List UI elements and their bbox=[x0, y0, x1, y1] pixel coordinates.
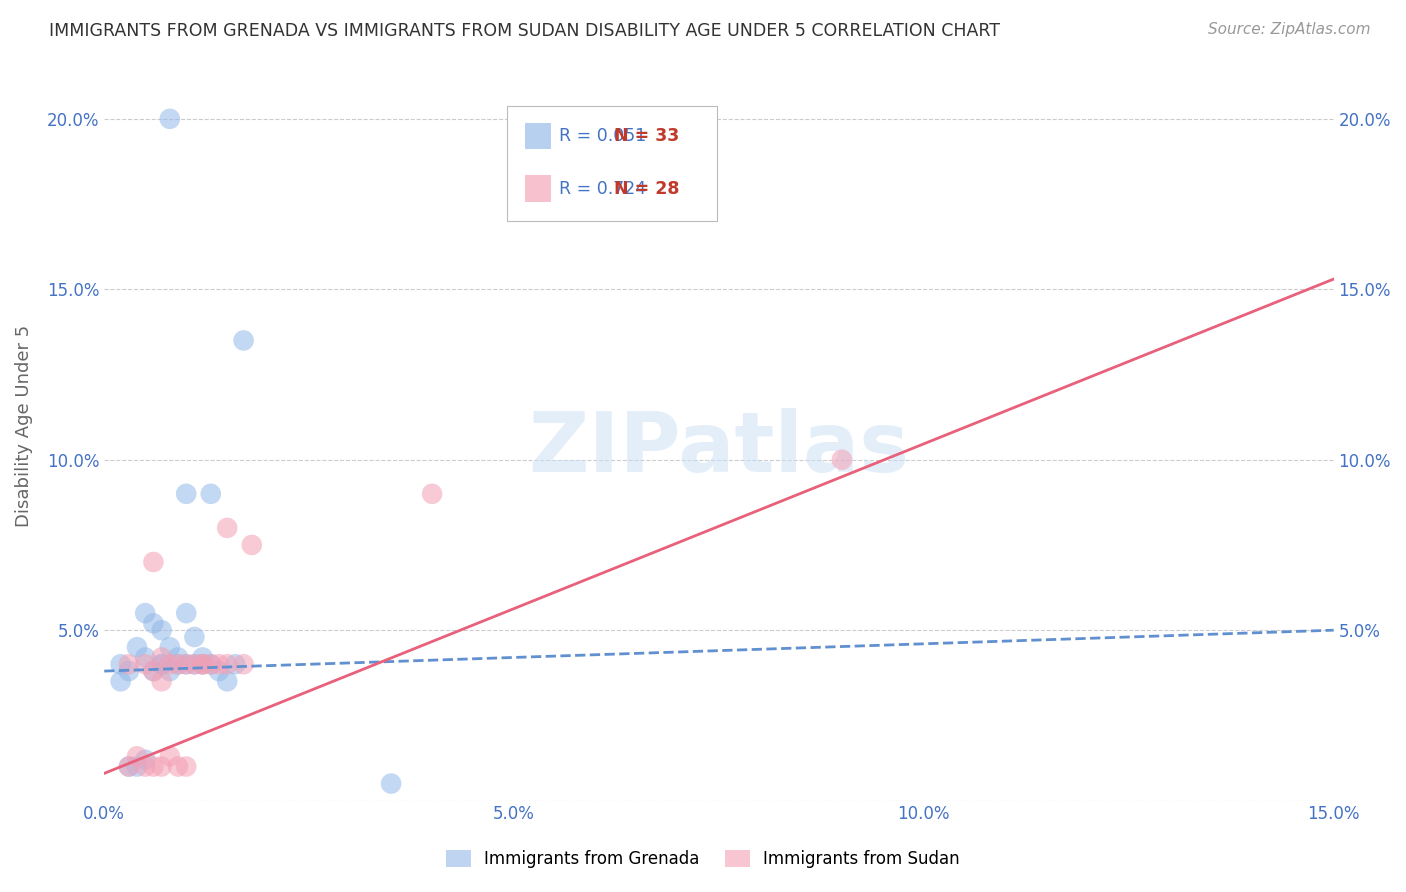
Point bbox=[183, 657, 205, 672]
Point bbox=[134, 753, 156, 767]
Point bbox=[167, 650, 190, 665]
Point bbox=[118, 664, 141, 678]
Point bbox=[159, 657, 181, 672]
Point bbox=[150, 650, 173, 665]
Text: R = 0.051: R = 0.051 bbox=[558, 128, 645, 145]
Point bbox=[208, 657, 231, 672]
Point bbox=[118, 759, 141, 773]
Point bbox=[191, 657, 214, 672]
Point bbox=[232, 657, 254, 672]
Point bbox=[134, 650, 156, 665]
Point bbox=[217, 521, 239, 535]
Point bbox=[142, 759, 165, 773]
Point bbox=[150, 657, 173, 672]
Point bbox=[142, 555, 165, 569]
Point bbox=[217, 674, 239, 689]
Point bbox=[159, 664, 181, 678]
Point bbox=[134, 657, 156, 672]
Point bbox=[240, 538, 263, 552]
Point bbox=[125, 749, 148, 764]
Point bbox=[142, 616, 165, 631]
Point bbox=[191, 650, 214, 665]
Point bbox=[200, 657, 222, 672]
Point bbox=[174, 657, 197, 672]
Point bbox=[134, 759, 156, 773]
Text: R = 0.724: R = 0.724 bbox=[558, 180, 645, 198]
Point bbox=[142, 664, 165, 678]
Text: Source: ZipAtlas.com: Source: ZipAtlas.com bbox=[1208, 22, 1371, 37]
Point bbox=[380, 776, 402, 790]
Point bbox=[420, 487, 443, 501]
Point bbox=[208, 664, 231, 678]
Point bbox=[183, 630, 205, 644]
Point bbox=[831, 452, 853, 467]
Point bbox=[174, 487, 197, 501]
Point bbox=[183, 657, 205, 672]
Point bbox=[224, 657, 246, 672]
Point bbox=[142, 664, 165, 678]
Point bbox=[191, 657, 214, 672]
Point bbox=[174, 657, 197, 672]
Point bbox=[167, 657, 190, 672]
Point bbox=[125, 640, 148, 655]
Text: ZIPatlas: ZIPatlas bbox=[529, 408, 910, 489]
Point bbox=[174, 606, 197, 620]
Point bbox=[110, 674, 132, 689]
Point bbox=[191, 657, 214, 672]
Point bbox=[200, 487, 222, 501]
Legend: Immigrants from Grenada, Immigrants from Sudan: Immigrants from Grenada, Immigrants from… bbox=[440, 843, 966, 875]
Point bbox=[167, 759, 190, 773]
Point bbox=[159, 112, 181, 126]
Point bbox=[118, 657, 141, 672]
Point bbox=[159, 640, 181, 655]
Point bbox=[174, 759, 197, 773]
Point bbox=[217, 657, 239, 672]
Text: IMMIGRANTS FROM GRENADA VS IMMIGRANTS FROM SUDAN DISABILITY AGE UNDER 5 CORRELAT: IMMIGRANTS FROM GRENADA VS IMMIGRANTS FR… bbox=[49, 22, 1000, 40]
Point bbox=[150, 657, 173, 672]
Point bbox=[110, 657, 132, 672]
Point bbox=[134, 606, 156, 620]
Point bbox=[200, 657, 222, 672]
Point bbox=[150, 623, 173, 637]
Text: N = 33: N = 33 bbox=[613, 128, 679, 145]
Point bbox=[118, 759, 141, 773]
Text: N = 28: N = 28 bbox=[613, 180, 679, 198]
Point bbox=[159, 749, 181, 764]
Point bbox=[150, 674, 173, 689]
Point bbox=[167, 657, 190, 672]
Point bbox=[232, 334, 254, 348]
Point bbox=[125, 759, 148, 773]
Point bbox=[150, 759, 173, 773]
Y-axis label: Disability Age Under 5: Disability Age Under 5 bbox=[15, 325, 32, 527]
